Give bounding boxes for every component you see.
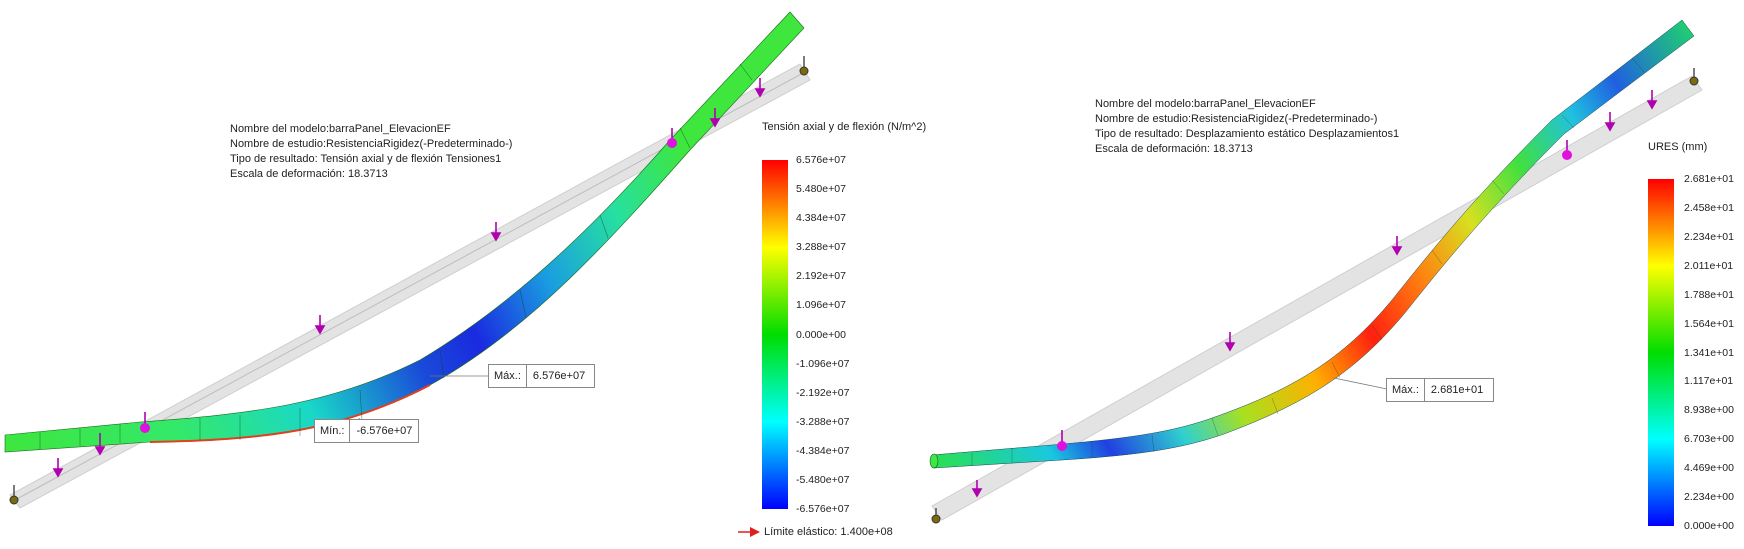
stress-model-view[interactable] [0, 0, 872, 549]
study-name: Nombre de estudio:ResistenciaRigidez(-Pr… [1095, 113, 1378, 125]
legend-tick: 2.011e+01 [1684, 259, 1734, 272]
color-scale-bar [762, 160, 788, 509]
elastic-limit-text: Límite elástico: 1.400e+08 [764, 526, 893, 538]
deformation-scale: Escala de deformación: 18.3713 [1095, 143, 1253, 155]
legend-tick: 2.234e+00 [1684, 491, 1734, 504]
legend-tick: 1.117e+01 [1684, 375, 1734, 388]
legend-tick: 5.480e+07 [796, 183, 846, 196]
legend-tick: -1.096e+07 [796, 357, 850, 370]
legend-tick: -2.192e+07 [796, 386, 850, 399]
legend-title: URES (mm) [1648, 141, 1708, 153]
min-probe-key: Mín.: [315, 420, 351, 442]
legend-tick: 2.192e+07 [796, 270, 846, 283]
elastic-limit: Límite elástico: 1.400e+08 [738, 526, 893, 538]
legend-tick: 1.564e+01 [1684, 317, 1734, 330]
legend-tick: -6.576e+07 [796, 503, 850, 515]
legend-tick: -3.288e+07 [796, 415, 850, 428]
model-name: Nombre del modelo:barraPanel_ElevacionEF [1095, 98, 1316, 110]
min-probe[interactable]: Mín.: -6.576e+07 [314, 419, 420, 443]
max-probe-value: 6.576e+07 [532, 370, 586, 382]
legend-tick: 2.681e+01 [1684, 173, 1734, 185]
legend-title: Tensión axial y de flexión (N/m^2) [762, 121, 927, 133]
legend-tick: 2.458e+01 [1684, 201, 1734, 214]
model-name: Nombre del modelo:barraPanel_ElevacionEF [230, 123, 451, 135]
study-name: Nombre de estudio:ResistenciaRigidez(-Pr… [230, 138, 513, 150]
legend-tick: 2.234e+01 [1684, 230, 1734, 243]
model-info: Nombre del modelo:barraPanel_ElevacionEF… [1095, 97, 1399, 157]
deformed-beam [4, 11, 805, 453]
result-type: Tipo de resultado: Desplazamiento estáti… [1095, 128, 1400, 140]
legend-tick: 0.000e+00 [1684, 520, 1734, 532]
legend-tick: 3.288e+07 [796, 241, 846, 254]
stress-plot-panel: Nombre del modelo:barraPanel_ElevacionEF… [0, 0, 926, 549]
legend-tick: 1.096e+07 [796, 299, 846, 312]
max-probe-key: Máx.: [489, 365, 527, 387]
legend-tick: -5.480e+07 [796, 473, 850, 486]
legend-tick: 4.469e+00 [1684, 462, 1734, 475]
min-probe-value: -6.576e+07 [356, 425, 413, 437]
max-probe[interactable]: Máx.: 6.576e+07 [488, 364, 595, 388]
legend-tick: 6.576e+07 [796, 154, 846, 166]
deformation-scale: Escala de deformación: 18.3713 [230, 168, 388, 180]
max-probe-key: Máx.: [1387, 379, 1425, 401]
displacement-plot-panel: Nombre del modelo:barraPanel_ElevacionEF… [872, 0, 1744, 549]
legend-tick: 0.000e+00 [796, 328, 846, 341]
legend-tick: 1.341e+01 [1684, 346, 1734, 359]
legend-tick: 4.384e+07 [796, 212, 846, 225]
result-type: Tipo de resultado: Tensión axial y de fl… [230, 153, 502, 165]
legend-tick: 8.938e+00 [1684, 404, 1734, 417]
legend-tick: 1.788e+01 [1684, 288, 1734, 301]
color-scale-bar [1648, 179, 1674, 526]
model-info: Nombre del modelo:barraPanel_ElevacionEF… [230, 122, 512, 182]
legend-tick: 6.703e+00 [1684, 433, 1734, 446]
elastic-limit-arrow-icon [738, 527, 760, 537]
max-probe[interactable]: Máx.: 2.681e+01 [1386, 378, 1494, 402]
deformed-beam [931, 19, 1695, 469]
displacement-model-view[interactable] [872, 0, 1744, 549]
legend-tick: -4.384e+07 [796, 444, 850, 457]
max-probe-value: 2.681e+01 [1430, 384, 1484, 396]
